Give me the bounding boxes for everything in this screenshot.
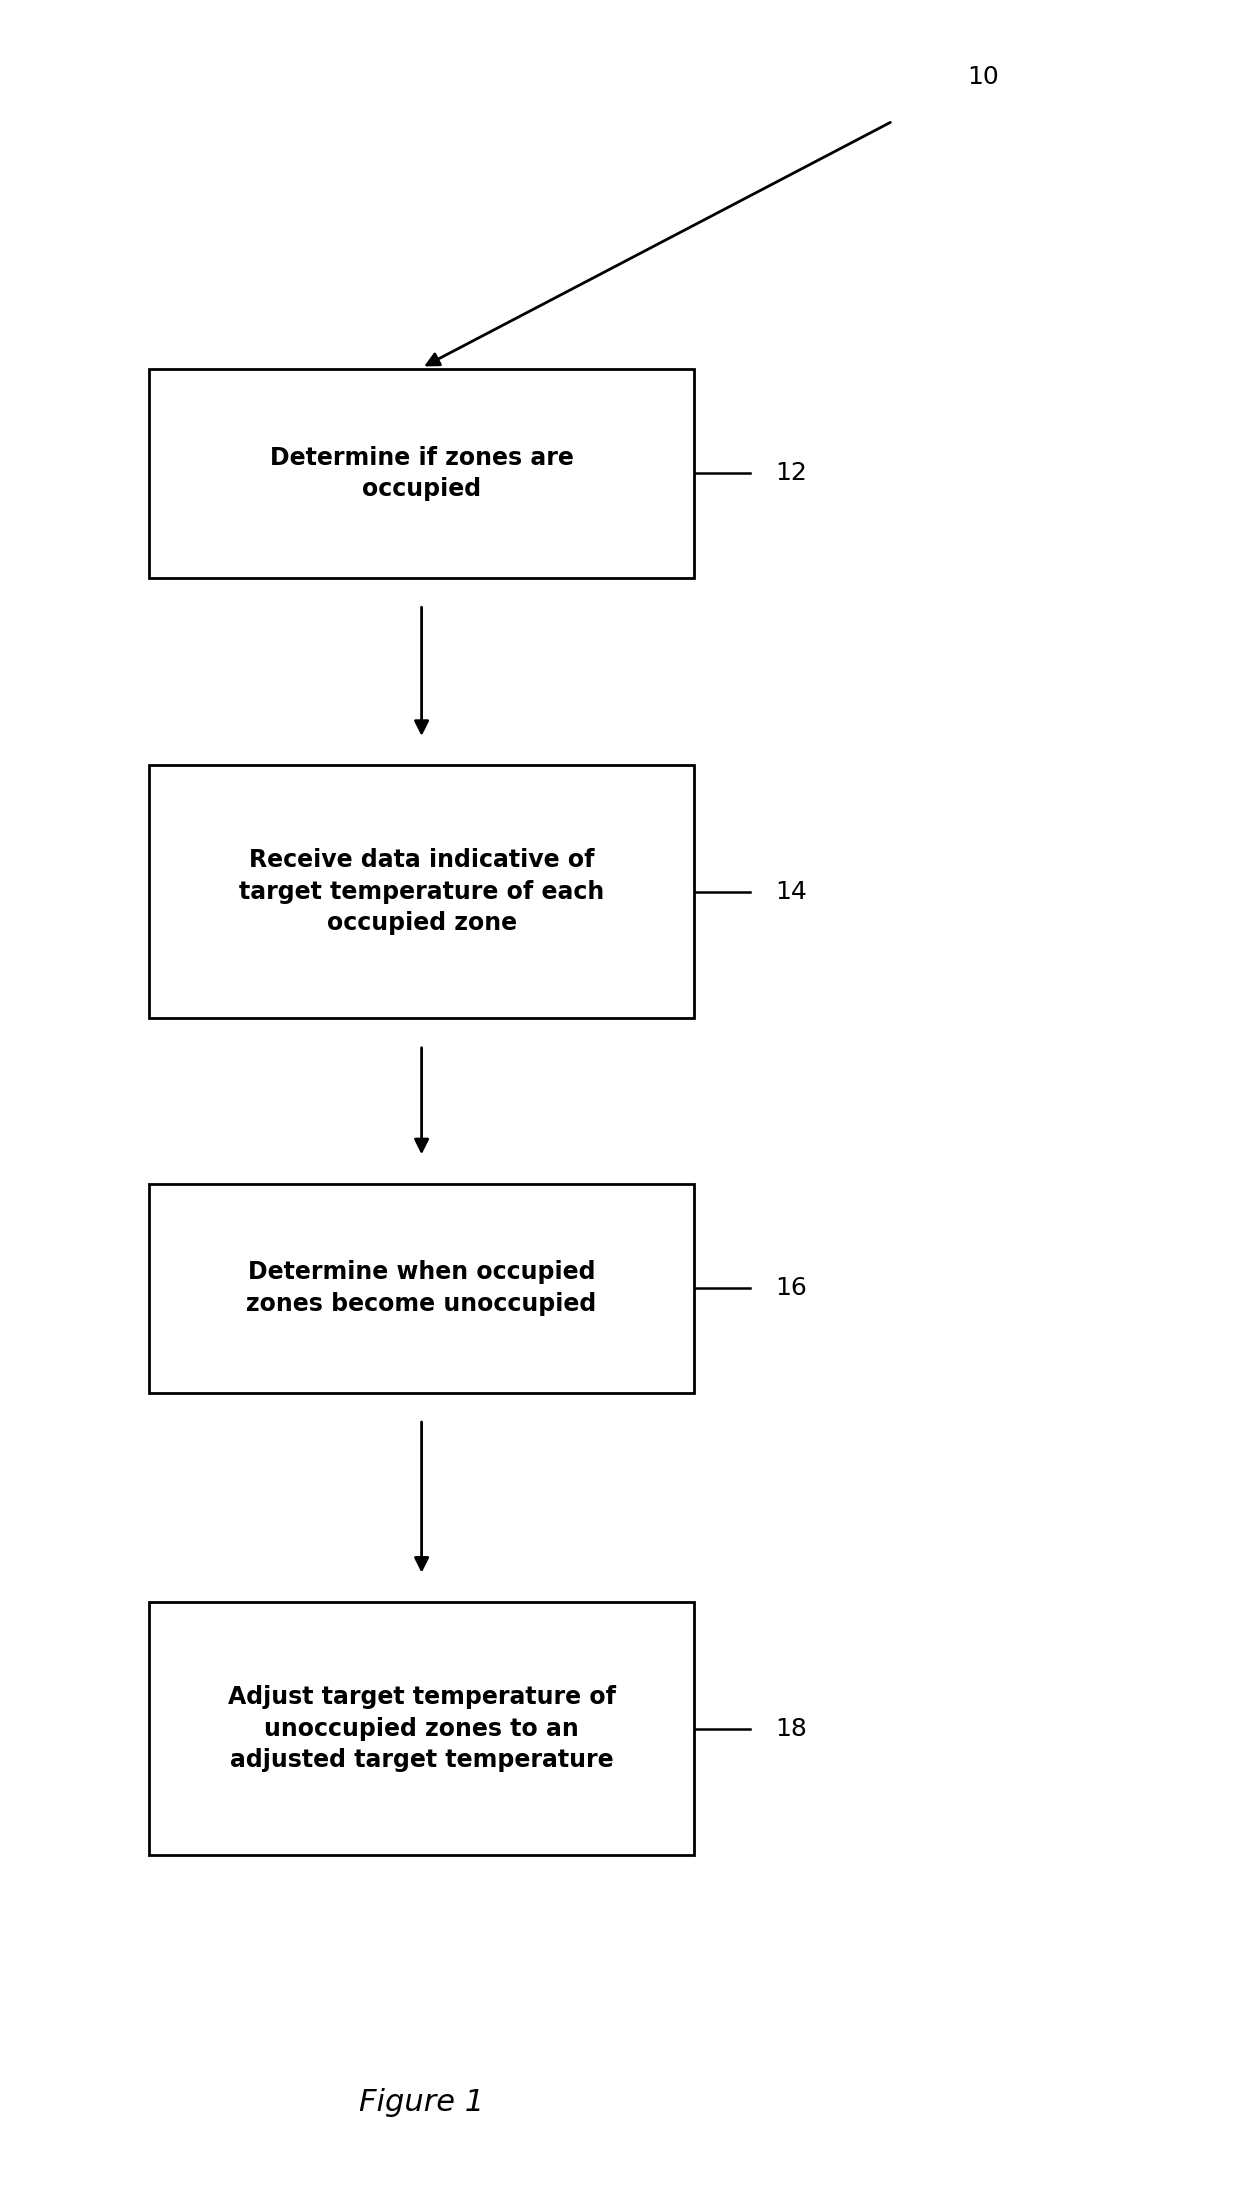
Text: 14: 14 bbox=[775, 881, 807, 903]
Text: 10: 10 bbox=[967, 66, 999, 88]
Bar bbox=[149, 1603, 694, 1854]
Text: Adjust target temperature of
unoccupied zones to an
adjusted target temperature: Adjust target temperature of unoccupied … bbox=[228, 1685, 615, 1773]
Text: Figure 1: Figure 1 bbox=[360, 2087, 484, 2118]
Text: 12: 12 bbox=[775, 462, 807, 484]
Text: Determine when occupied
zones become unoccupied: Determine when occupied zones become uno… bbox=[247, 1260, 596, 1317]
Bar bbox=[149, 766, 694, 1017]
Text: 18: 18 bbox=[775, 1718, 807, 1740]
Bar bbox=[149, 370, 694, 577]
Bar bbox=[149, 1185, 694, 1394]
Text: 16: 16 bbox=[775, 1277, 807, 1299]
Text: Determine if zones are
occupied: Determine if zones are occupied bbox=[269, 445, 574, 502]
Text: Receive data indicative of
target temperature of each
occupied zone: Receive data indicative of target temper… bbox=[239, 848, 604, 936]
